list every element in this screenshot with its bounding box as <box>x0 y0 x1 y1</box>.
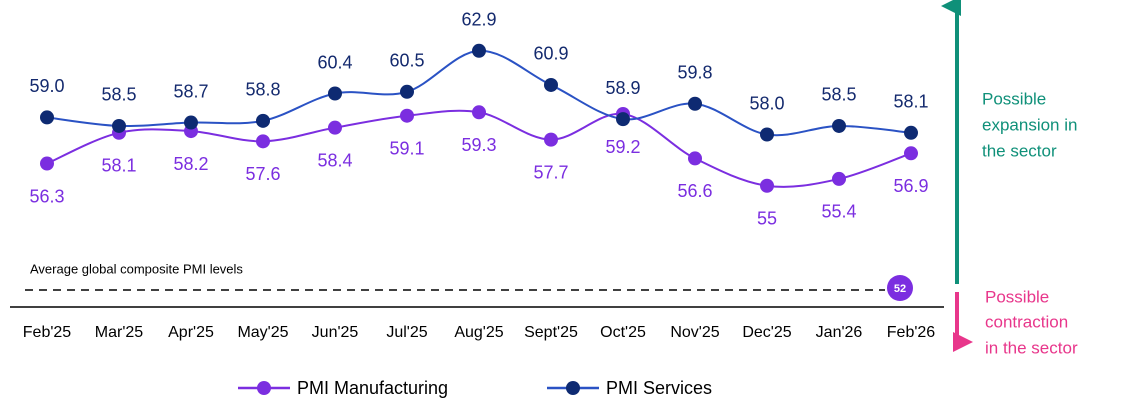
point <box>904 125 918 140</box>
value-label: 60.9 <box>533 44 568 64</box>
x-tick-label: Sept'25 <box>524 324 578 341</box>
expansion-text: expansion in <box>982 115 1077 134</box>
value-label: 56.9 <box>893 176 928 196</box>
value-label: 56.6 <box>677 181 712 201</box>
expansion-text: the sector <box>982 141 1057 160</box>
value-label: 60.4 <box>317 52 352 72</box>
point <box>472 105 486 120</box>
x-tick-label: Jan'26 <box>816 324 863 341</box>
x-tick-label: Jun'25 <box>312 324 359 341</box>
x-tick-label: Aug'25 <box>454 324 503 341</box>
legend-label: PMI Manufacturing <box>297 378 448 398</box>
value-label: 58.8 <box>245 80 280 100</box>
value-label: 59.1 <box>389 138 424 158</box>
value-label: 58.0 <box>749 93 784 113</box>
value-label: 59.8 <box>677 63 712 83</box>
value-label: 62.9 <box>461 10 496 30</box>
value-label: 58.5 <box>101 85 136 105</box>
value-label: 58.1 <box>893 92 928 112</box>
point <box>904 146 918 161</box>
value-label: 57.6 <box>245 164 280 184</box>
value-label: 58.9 <box>605 78 640 98</box>
value-label: 55.4 <box>821 202 856 222</box>
contraction-text: contraction <box>985 312 1068 331</box>
point <box>760 127 774 142</box>
value-label: 60.5 <box>389 51 424 71</box>
value-label: 55 <box>757 209 777 229</box>
value-label: 56.3 <box>29 186 64 206</box>
point <box>472 43 486 58</box>
point <box>832 118 846 133</box>
x-tick-label: Feb'25 <box>23 324 72 341</box>
value-label: 59.3 <box>461 135 496 155</box>
value-label: 58.1 <box>101 156 136 176</box>
x-tick-label: Dec'25 <box>742 324 791 341</box>
value-label: 58.4 <box>317 150 352 170</box>
value-label: 59.0 <box>29 76 64 96</box>
point <box>832 171 846 186</box>
average-badge <box>887 275 913 301</box>
legend-marker <box>566 381 580 395</box>
x-tick-label: Mar'25 <box>95 324 144 341</box>
x-tick-label: May'25 <box>237 324 288 341</box>
value-label: 59.2 <box>605 137 640 157</box>
point <box>544 132 558 147</box>
contraction-text: in the sector <box>985 338 1078 357</box>
legend-label: PMI Services <box>606 378 712 398</box>
value-label: 58.2 <box>173 154 208 174</box>
point <box>400 108 414 123</box>
legend-marker <box>257 381 271 395</box>
value-label: 57.7 <box>533 162 568 182</box>
value-label: 58.7 <box>173 81 208 101</box>
point <box>256 113 270 128</box>
contraction-text: Possible <box>985 287 1049 306</box>
x-tick-label: Feb'26 <box>887 324 936 341</box>
average-label: Average global composite PMI levels <box>30 261 243 276</box>
point <box>256 134 270 149</box>
point <box>616 112 630 127</box>
x-tick-label: Apr'25 <box>168 324 214 341</box>
point <box>328 120 342 135</box>
x-tick-label: Nov'25 <box>670 324 719 341</box>
average-value: 52 <box>894 283 906 295</box>
expansion-text: Possible <box>982 89 1046 108</box>
x-tick-label: Jul'25 <box>386 324 427 341</box>
point <box>40 110 54 125</box>
point <box>688 151 702 166</box>
point <box>544 77 558 92</box>
value-label: 58.5 <box>821 85 856 105</box>
point <box>688 96 702 111</box>
point <box>328 86 342 101</box>
point <box>400 84 414 99</box>
point <box>40 156 54 171</box>
point <box>184 115 198 130</box>
point <box>112 118 126 133</box>
point <box>760 178 774 193</box>
x-tick-label: Oct'25 <box>600 324 646 341</box>
